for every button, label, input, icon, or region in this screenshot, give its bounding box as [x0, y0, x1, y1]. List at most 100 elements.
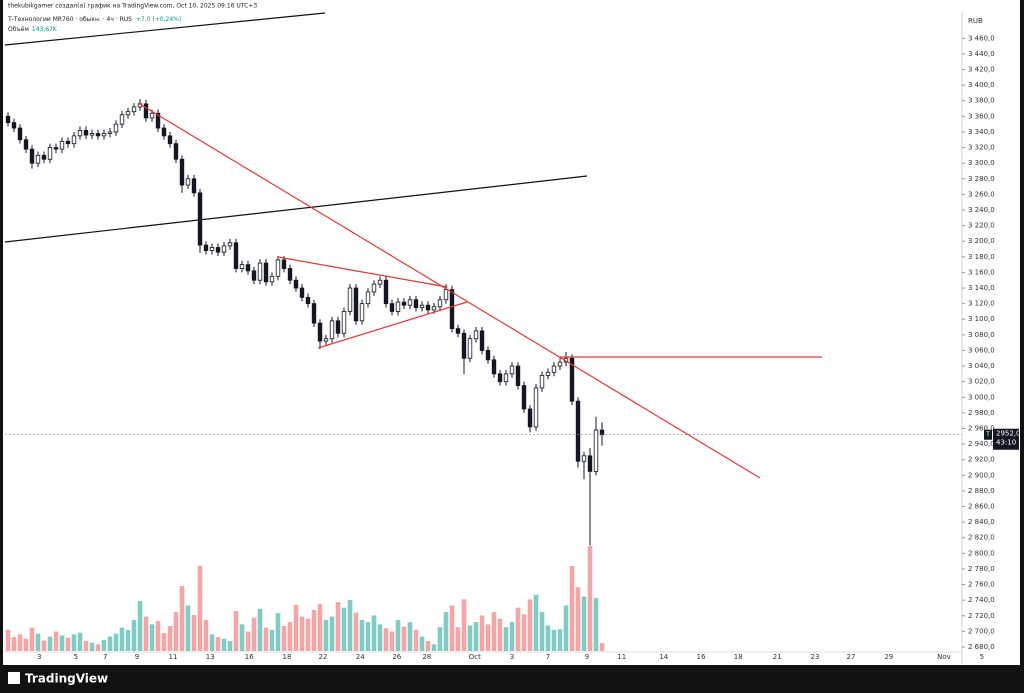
volume-bar — [59, 635, 65, 651]
volume-bar — [455, 627, 461, 651]
currency: RUB — [968, 17, 983, 25]
y-tick-label: 3 080,0 — [968, 331, 995, 339]
candle-body — [251, 270, 257, 281]
candle-body — [383, 279, 389, 305]
candle-body — [545, 371, 551, 376]
candle-body — [167, 135, 173, 145]
x-tick-label: 9 — [135, 653, 139, 661]
x-tick-label: 11 — [169, 653, 178, 661]
volume-bar — [143, 616, 149, 651]
volume-bar — [395, 619, 401, 651]
y-tick-label: 3 420,0 — [968, 66, 995, 74]
volume-bar — [587, 546, 593, 651]
y-tick-label: 3 300,0 — [968, 159, 995, 167]
last-price-box — [993, 428, 1019, 450]
y-tick-label: 3 280,0 — [968, 175, 995, 183]
candle-body — [395, 301, 401, 312]
volume-bar — [5, 629, 11, 651]
candle-body — [83, 129, 89, 136]
candle-body — [341, 311, 347, 334]
candle-body — [293, 279, 299, 289]
volume-bar — [341, 607, 347, 651]
candle-body — [185, 178, 191, 186]
x-tick-label: 11 — [617, 653, 626, 661]
volume-bar — [197, 566, 203, 651]
volume-bar — [443, 612, 449, 651]
volume-bar — [359, 619, 365, 651]
volume-bar — [203, 619, 209, 651]
volume-bar — [371, 615, 377, 651]
volume-bar — [407, 622, 413, 651]
x-tick-label: 24 — [356, 653, 365, 661]
volume-bar — [311, 609, 317, 651]
x-tick-label: 23 — [811, 653, 820, 661]
candle-body — [407, 299, 413, 306]
candle-body — [143, 103, 149, 119]
candle-body — [113, 123, 119, 133]
brand-logo: TradingView — [8, 672, 108, 686]
candle-body — [599, 429, 605, 436]
volume-bar — [317, 603, 323, 651]
x-tick-label: Oct — [469, 653, 481, 661]
y-tick-label: 2 940,0 — [968, 440, 995, 448]
candle-body — [179, 158, 185, 186]
candle-body — [29, 148, 35, 164]
y-tick-label: 2 760,0 — [968, 581, 995, 589]
logo-mark — [8, 672, 20, 684]
candle-body — [557, 361, 563, 367]
y-tick-label: 3 340,0 — [968, 128, 995, 136]
candle-body — [569, 357, 575, 402]
candle-body — [305, 296, 311, 305]
x-tick-label: 5 — [980, 653, 984, 661]
candle-body — [119, 114, 125, 125]
volume-bar — [173, 612, 179, 651]
volume-bar — [473, 622, 479, 651]
y-tick-label: 3 240,0 — [968, 206, 995, 214]
candle-body — [479, 330, 485, 351]
candle-body — [473, 330, 479, 340]
author-line: thekubikgamer создал(а) график на Tradin… — [8, 3, 257, 10]
candle-body — [23, 139, 29, 150]
volume-bar — [107, 636, 113, 651]
volume-bar — [557, 629, 563, 651]
volume-bar — [575, 587, 581, 651]
y-tick-label: 2 920,0 — [968, 456, 995, 464]
candle-body — [485, 350, 491, 361]
y-tick-label: 3 140,0 — [968, 284, 995, 292]
volume-bar — [149, 624, 155, 651]
volume-bar — [389, 631, 395, 651]
y-tick-label: 2 720,0 — [968, 612, 995, 620]
volume-bar — [131, 619, 137, 651]
volume-bar — [491, 612, 497, 651]
y-tick-label: 3 200,0 — [968, 237, 995, 245]
candle-body — [431, 306, 437, 311]
candle-body — [335, 320, 341, 334]
volume-bar — [425, 641, 431, 651]
volume-bar — [35, 633, 41, 651]
candle-body — [227, 242, 233, 247]
candle-body — [149, 112, 155, 119]
candle-body — [173, 143, 179, 160]
price-change: +7,0 (+0,24%) — [136, 16, 181, 23]
volume-bar — [449, 605, 455, 651]
volume-bar — [113, 633, 119, 651]
y-tick-label: 3 060,0 — [968, 346, 995, 354]
y-tick-label: 3 220,0 — [968, 222, 995, 230]
volume-bar — [155, 621, 161, 651]
y-tick-label: 2 680,0 — [968, 643, 995, 651]
volume-bar — [461, 599, 467, 651]
candle-body — [161, 127, 167, 137]
candle-body — [575, 400, 581, 462]
y-tick-label: 2 880,0 — [968, 487, 995, 495]
x-tick-label: 7 — [546, 653, 550, 661]
y-tick-label: 3 440,0 — [968, 50, 995, 58]
candle-body — [107, 131, 113, 134]
volume-bar — [137, 601, 143, 651]
symbol-marker-text: T — [985, 431, 990, 438]
volume-bar — [179, 586, 185, 651]
y-tick-label: 2 840,0 — [968, 518, 995, 526]
last-price-label: 2952,0 — [996, 430, 1021, 438]
volume-value: 143,67K — [32, 26, 58, 33]
volume-bar — [77, 632, 83, 651]
